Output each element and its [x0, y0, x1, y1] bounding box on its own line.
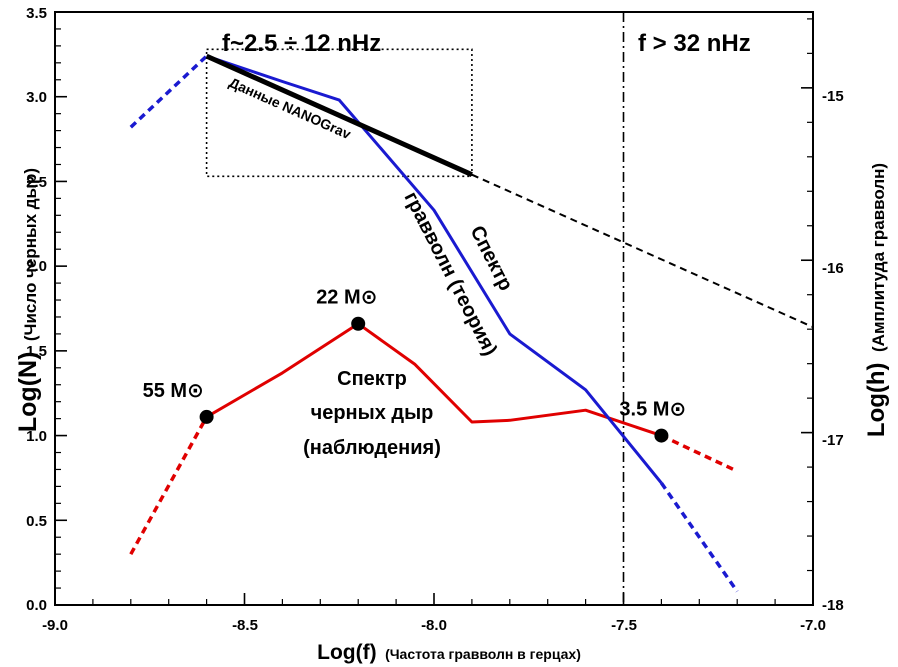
x-tick-label: -9.0 — [42, 617, 68, 634]
high-freq-label: f > 32 nHz — [638, 30, 751, 57]
bh-label-line2: черных дыр — [311, 402, 434, 424]
y-right-tick-label: -18 — [822, 597, 844, 614]
y-left-tick-label: 3.0 — [26, 89, 47, 106]
gw-label-line2: гравволн (теория) — [400, 188, 502, 359]
x-tick-labels: -9.0 -8.5 -8.0 -7.5 -7.0 — [42, 617, 826, 634]
series-layer — [129, 53, 814, 593]
x-axis-title-sub: (Частота гравволн в герцах) — [385, 646, 581, 662]
black-hole-marker — [199, 409, 214, 424]
gw_spectrum_theory-dashed-start — [129, 54, 208, 129]
gw-label-line1: Спектр — [466, 222, 517, 294]
gw_spectrum_theory-dashed-end — [659, 481, 739, 593]
x-tick-label: -7.5 — [611, 617, 637, 634]
y-right-tick-label: -17 — [822, 432, 844, 449]
y-left-tick-label: 2.5 — [26, 174, 47, 191]
y-left-axis-title-main: Log(N) — [14, 352, 42, 433]
bh_spectrum-dashed-end — [660, 434, 738, 473]
y-left-tick-label: 3.5 — [26, 5, 47, 22]
plot-frame — [54, 11, 814, 606]
y-left-tick-labels: 0.0 0.5 1.0 1.5 2.0 2.5 3.0 3.5 — [26, 5, 47, 614]
nanograv-box — [205, 48, 473, 178]
x-tick-label: -8.5 — [232, 617, 258, 634]
x-axis-title-main: Log(f) — [317, 641, 376, 664]
marker-label: 55 M⊙ — [143, 380, 204, 402]
gw_spectrum_theory-line — [206, 54, 663, 484]
y-right-tick-labels: -15 -16 -17 -18 — [822, 88, 844, 614]
bh_spectrum-line — [205, 322, 662, 438]
y-left-tick-label: 1.5 — [26, 343, 47, 360]
axis-ticks — [54, 11, 814, 606]
y-right-tick-label: -15 — [822, 88, 844, 105]
y-right-axis-title-sub: (Амплитуда гравволн) — [869, 163, 888, 352]
marker-label: 22 M⊙ — [316, 287, 377, 309]
y-left-tick-label: 1.0 — [26, 428, 47, 445]
markers-layer: 55 M⊙ 22 M⊙ 3.5 M⊙ — [143, 287, 686, 443]
y-left-axis-title-sub: (Число черных дыр) — [21, 168, 40, 341]
bh-label-line1: Спектр — [337, 368, 407, 390]
marker-label: 3.5 M⊙ — [619, 399, 686, 421]
x-tick-label: -7.0 — [800, 617, 826, 634]
y-right-axis-title: Log(h) (Амплитуда гравволн) — [863, 163, 890, 437]
nanograv-line — [205, 53, 473, 177]
y-right-tick-label: -16 — [822, 260, 844, 277]
bh_spectrum-dashed-start — [129, 416, 209, 556]
bh-label-line3: (наблюдения) — [303, 437, 441, 459]
y-left-tick-label: 0.5 — [26, 513, 47, 530]
y-left-axis-title: Log(N) (Число черных дыр) — [14, 168, 42, 432]
nanograv-dashed-end — [471, 173, 814, 329]
y-right-axis-title-main: Log(h) — [863, 362, 890, 437]
black-hole-marker — [351, 316, 366, 331]
x-tick-label: -8.0 — [421, 617, 447, 634]
black-hole-marker — [654, 428, 669, 443]
y-left-tick-label: 0.0 — [26, 597, 47, 614]
y-left-tick-label: 2.0 — [26, 258, 47, 275]
band-label: f~2.5 ÷ 12 nHz — [222, 30, 381, 57]
x-axis-title: Log(f) (Частота гравволн в герцах) — [317, 641, 581, 664]
